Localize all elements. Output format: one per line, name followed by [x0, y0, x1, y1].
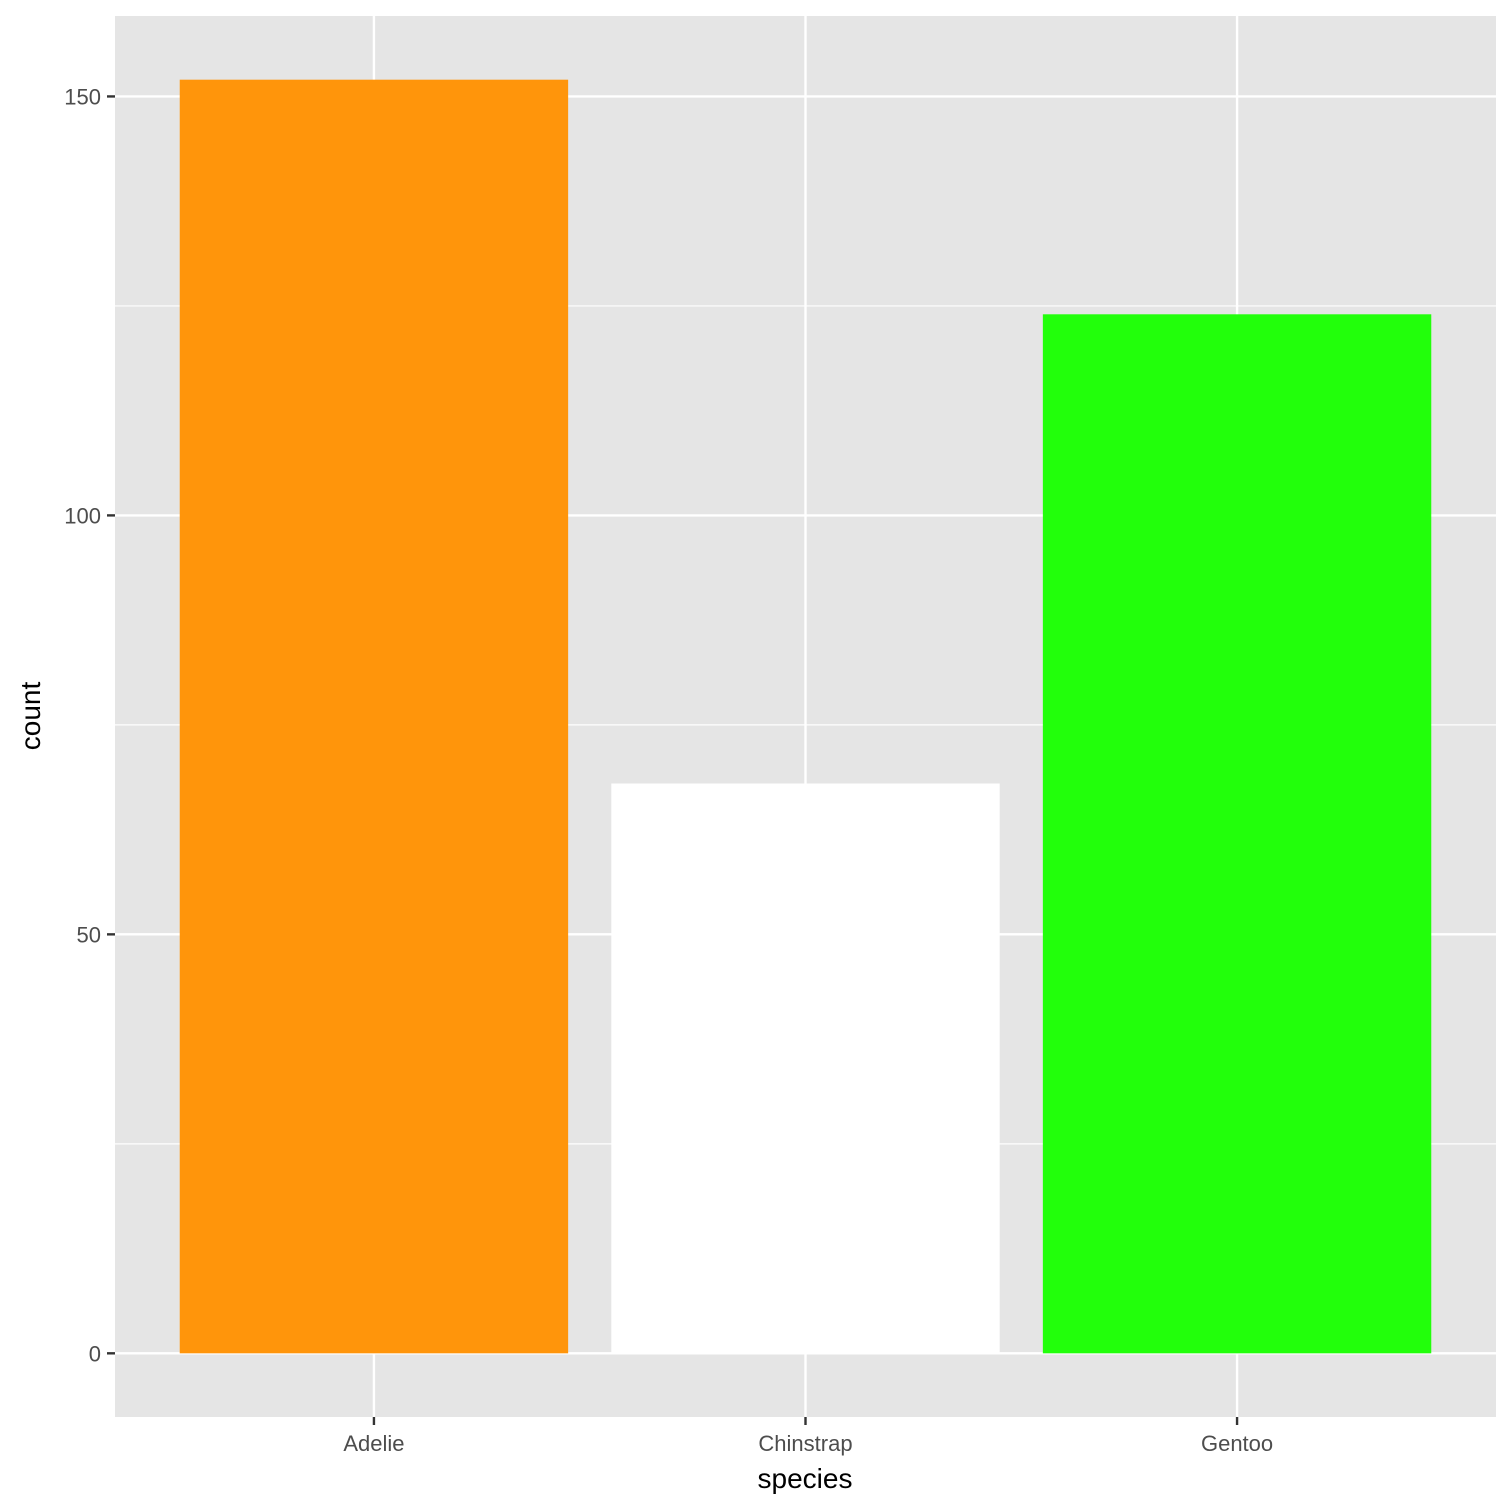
bars — [179, 79, 1432, 1354]
x-axis: Adelie Chinstrap Gentoo — [343, 1417, 1273, 1456]
y-tick-label: 150 — [64, 84, 101, 109]
bar-chinstrap — [611, 783, 1000, 1354]
x-axis-title: species — [758, 1463, 853, 1494]
x-tick-label: Adelie — [343, 1431, 404, 1456]
y-tick-label: 50 — [77, 922, 101, 947]
y-tick-label: 100 — [64, 503, 101, 528]
bar-adelie — [179, 79, 569, 1354]
bar-gentoo — [1042, 314, 1432, 1354]
y-tick-label: 0 — [89, 1341, 101, 1366]
x-tick-label: Gentoo — [1201, 1431, 1273, 1456]
y-axis-title: count — [15, 682, 46, 751]
x-tick-label: Chinstrap — [758, 1431, 852, 1456]
y-axis: 0 50 100 150 — [64, 84, 115, 1366]
